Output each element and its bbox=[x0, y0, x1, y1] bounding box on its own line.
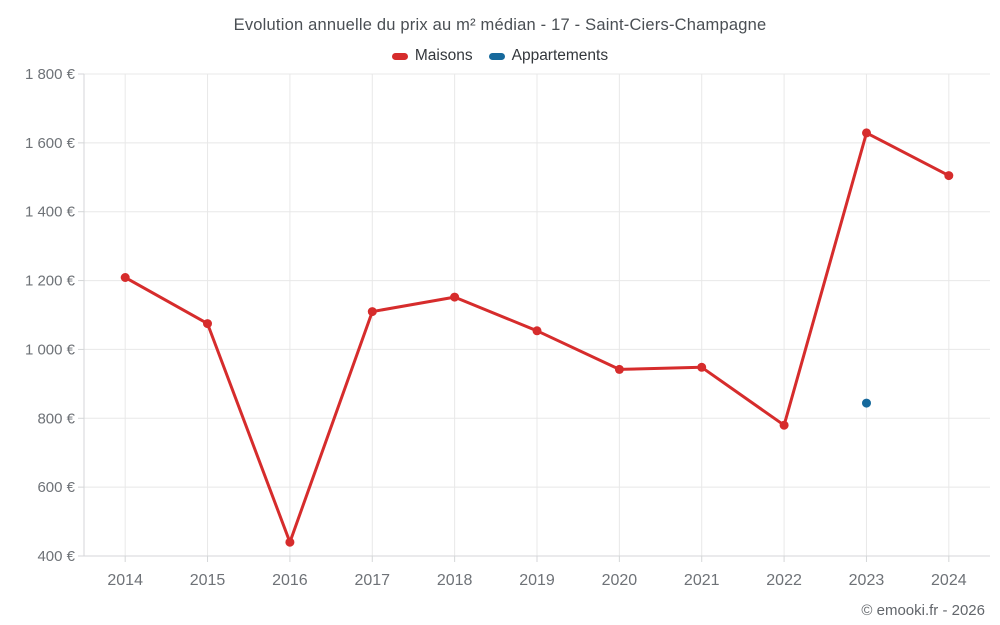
y-tick-label: 800 € bbox=[37, 410, 75, 427]
legend-item-appartements[interactable]: Appartements bbox=[488, 47, 609, 65]
x-tick-label: 2017 bbox=[354, 572, 390, 589]
y-tick-label: 1 600 € bbox=[25, 135, 76, 152]
x-tick-label: 2024 bbox=[931, 572, 967, 589]
maisons-point-2022[interactable] bbox=[779, 420, 789, 430]
maisons-point-2016[interactable] bbox=[285, 537, 295, 547]
maisons-point-2024[interactable] bbox=[944, 171, 954, 181]
maisons-point-2021[interactable] bbox=[697, 362, 707, 372]
x-tick-label: 2020 bbox=[602, 572, 638, 589]
maisons-point-2014[interactable] bbox=[120, 273, 130, 282]
x-tick-label: 2019 bbox=[519, 572, 555, 589]
maisons-legend-label: Maisons bbox=[414, 47, 473, 64]
maisons-point-2020[interactable] bbox=[614, 364, 624, 374]
y-tick-label: 1 000 € bbox=[25, 341, 76, 358]
x-tick-label: 2023 bbox=[849, 572, 885, 589]
x-tick-label: 2018 bbox=[437, 572, 473, 589]
maisons-point-2015[interactable] bbox=[203, 319, 212, 329]
chart-title: Evolution annuelle du prix au m² médian … bbox=[233, 16, 767, 34]
maisons-legend-swatch-icon bbox=[391, 52, 408, 60]
y-tick-label: 600 € bbox=[37, 479, 75, 496]
appartements-legend-swatch-icon bbox=[488, 52, 505, 60]
chart-legend: Maisons Appartements bbox=[0, 45, 1000, 67]
y-tick-label: 1 200 € bbox=[25, 273, 76, 290]
maisons-point-2017[interactable] bbox=[367, 307, 377, 317]
x-tick-label: 2021 bbox=[684, 572, 720, 589]
x-tick-label: 2014 bbox=[107, 572, 143, 589]
y-tick-label: 1 400 € bbox=[25, 204, 76, 221]
legend-item-maisons[interactable]: Maisons bbox=[391, 47, 473, 65]
x-tick-label: 2016 bbox=[272, 572, 308, 589]
appartements-point-2023[interactable] bbox=[862, 398, 871, 408]
y-tick-label: 400 € bbox=[37, 548, 75, 565]
y-tick-label: 1 800 € bbox=[25, 66, 76, 83]
x-tick-label: 2022 bbox=[766, 572, 802, 589]
copyright-footer: © emooki.fr - 2026 bbox=[861, 602, 985, 619]
maisons-point-2023[interactable] bbox=[862, 128, 871, 138]
maisons-point-2019[interactable] bbox=[532, 326, 542, 336]
appartements-legend-label: Appartements bbox=[511, 47, 609, 64]
x-tick-label: 2015 bbox=[190, 572, 226, 589]
maisons-point-2018[interactable] bbox=[450, 292, 460, 302]
